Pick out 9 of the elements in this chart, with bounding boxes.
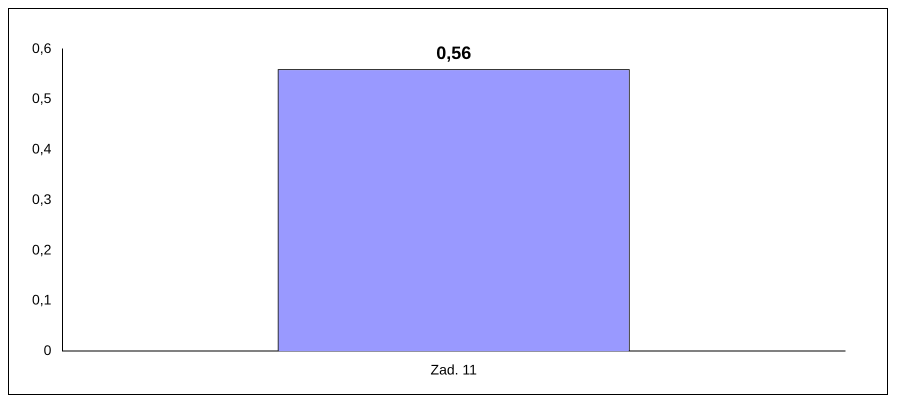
y-tick-label: 0,3	[32, 190, 52, 207]
y-tick-label: 0,6	[32, 40, 52, 56]
x-tick-label: Zad. 11	[430, 361, 478, 378]
data-label: 0,56	[436, 43, 472, 64]
y-tick-label: 0,4	[32, 140, 52, 157]
y-tick-label: 0,2	[32, 241, 52, 258]
y-tick-label: 0,5	[32, 90, 52, 106]
y-tick-label: 0	[44, 342, 52, 358]
y-tick-label: 0,1	[32, 292, 52, 308]
